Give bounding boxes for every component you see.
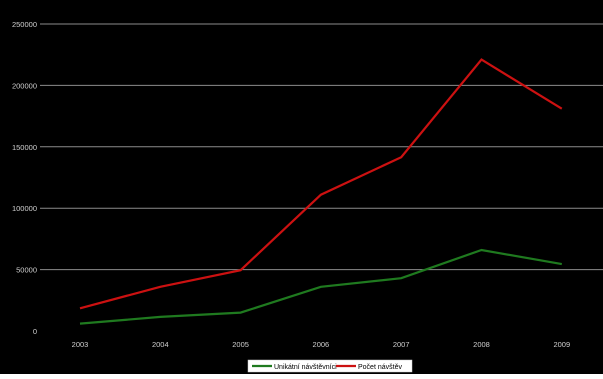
- x-tick-label: 2006: [313, 340, 330, 349]
- y-axis-ticks: 0 50000 100000 150000 200000 250000: [12, 20, 37, 336]
- x-tick-label: 2007: [393, 340, 410, 349]
- y-tick-label: 50000: [16, 266, 37, 275]
- series-line-1: [79, 58, 563, 310]
- gridlines: [40, 23, 603, 271]
- y-tick-label: 200000: [12, 81, 37, 90]
- y-tick-label: 0: [33, 327, 37, 336]
- legend-label: Unikátní návštěvníci: [274, 364, 337, 371]
- x-tick-label: 2005: [232, 340, 249, 349]
- legend-label: Počet návštěv: [358, 364, 402, 371]
- legend: Unikátní návštěvníci Počet návštěv: [247, 359, 413, 373]
- legend-box: [247, 359, 413, 373]
- x-tick-label: 2008: [473, 340, 490, 349]
- series-lines: [79, 58, 563, 325]
- x-tick-label: 2009: [553, 340, 570, 349]
- y-tick-label: 250000: [12, 20, 37, 29]
- y-tick-label: 150000: [12, 143, 37, 152]
- y-tick-label: 100000: [12, 204, 37, 213]
- x-axis-ticks: 2003 2004 2005 2006 2007 2008 2009: [72, 340, 570, 349]
- series-line-0: [79, 248, 562, 325]
- x-tick-label: 2003: [72, 340, 89, 349]
- x-tick-label: 2004: [152, 340, 169, 349]
